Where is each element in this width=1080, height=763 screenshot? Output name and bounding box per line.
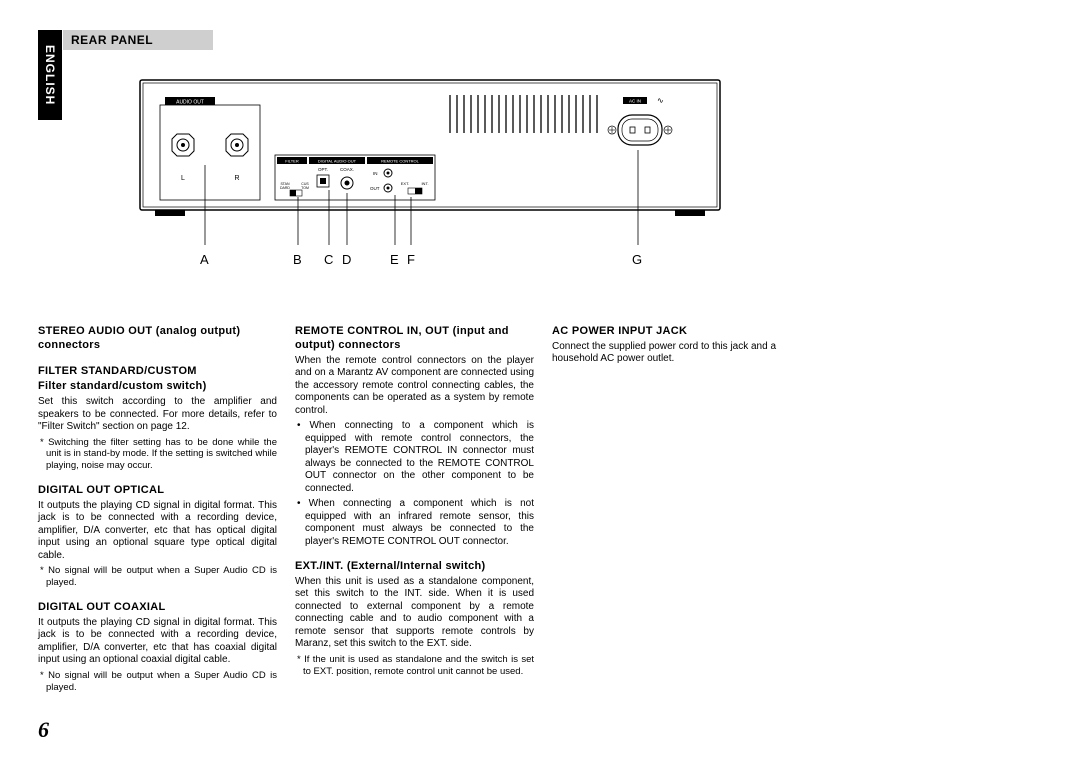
column-1: STEREO AUDIO OUT (analog output) connect… [38, 325, 277, 697]
svg-text:IN: IN [373, 171, 378, 176]
callout-d: D [342, 252, 353, 267]
svg-text:EXT.: EXT. [401, 181, 409, 186]
svg-text:L: L [181, 175, 185, 182]
callout-a: A [200, 252, 211, 267]
svg-text:TOM: TOM [301, 186, 309, 190]
svg-text:R: R [234, 175, 239, 182]
col1-p4: It outputs the playing CD signal in digi… [38, 617, 277, 667]
col3-h1: AC POWER INPUT JACK [552, 325, 791, 339]
col2-h2: EXT./INT. (External/Internal switch) [295, 560, 534, 574]
svg-text:DIGITAL AUDIO OUT: DIGITAL AUDIO OUT [318, 159, 357, 164]
callout-f: F [407, 252, 417, 267]
col3-p1: Connect the supplied power cord to this … [552, 341, 791, 366]
rear-panel-diagram: AUDIO OUT L R FILTER DIGITAL AUDIO OUT R… [135, 75, 755, 250]
callout-c: C [324, 252, 335, 267]
svg-text:AC IN: AC IN [629, 99, 641, 104]
section-header: REAR PANEL [63, 30, 213, 50]
text-columns: STEREO AUDIO OUT (analog output) connect… [38, 325, 1048, 697]
col1-p2: Set this switch according to the amplifi… [38, 396, 277, 434]
column-3: AC POWER INPUT JACK Connect the supplied… [552, 325, 791, 697]
col2-n2: * If the unit is used as standalone and … [295, 654, 534, 678]
column-4-empty [809, 325, 1048, 697]
col2-h1: REMOTE CONTROL IN, OUT (input and output… [295, 325, 534, 353]
svg-text:FILTER: FILTER [285, 159, 299, 164]
col1-n3: * No signal will be output when a Super … [38, 565, 277, 589]
svg-text:COAX.: COAX. [340, 167, 354, 172]
col1-n4: * No signal will be output when a Super … [38, 670, 277, 694]
callout-b: B [293, 252, 304, 267]
col1-n2: * Switching the filter setting has to be… [38, 437, 277, 473]
svg-text:OUT: OUT [370, 186, 380, 191]
column-2: REMOTE CONTROL IN, OUT (input and output… [295, 325, 534, 697]
svg-text:INT.: INT. [421, 181, 428, 186]
col2-b2: • When connecting a component which is n… [295, 498, 534, 548]
col1-h3: DIGITAL OUT OPTICAL [38, 484, 277, 498]
col1-p3: It outputs the playing CD signal in digi… [38, 500, 277, 563]
col2-p2: When this unit is used as a standalone c… [295, 576, 534, 651]
col2-p1: When the remote control connectors on th… [295, 355, 534, 418]
svg-text:∿: ∿ [657, 96, 664, 105]
svg-text:REMOTE CONTROL: REMOTE CONTROL [381, 159, 420, 164]
page-number: 6 [38, 717, 49, 743]
svg-text:DARD: DARD [280, 186, 290, 190]
callout-g: G [632, 252, 644, 267]
col1-h1: STEREO AUDIO OUT (analog output) connect… [38, 325, 277, 353]
callout-e: E [390, 252, 401, 267]
svg-text:AUDIO OUT: AUDIO OUT [176, 100, 204, 106]
language-tab: ENGLISH [38, 30, 62, 120]
col1-h2b: Filter standard/custom switch) [38, 380, 277, 394]
col1-h2a: FILTER STANDARD/CUSTOM [38, 365, 277, 379]
svg-text:OPT.: OPT. [318, 167, 328, 172]
col1-h4: DIGITAL OUT COAXIAL [38, 601, 277, 615]
col2-b1: • When connecting to a component which i… [295, 420, 534, 495]
